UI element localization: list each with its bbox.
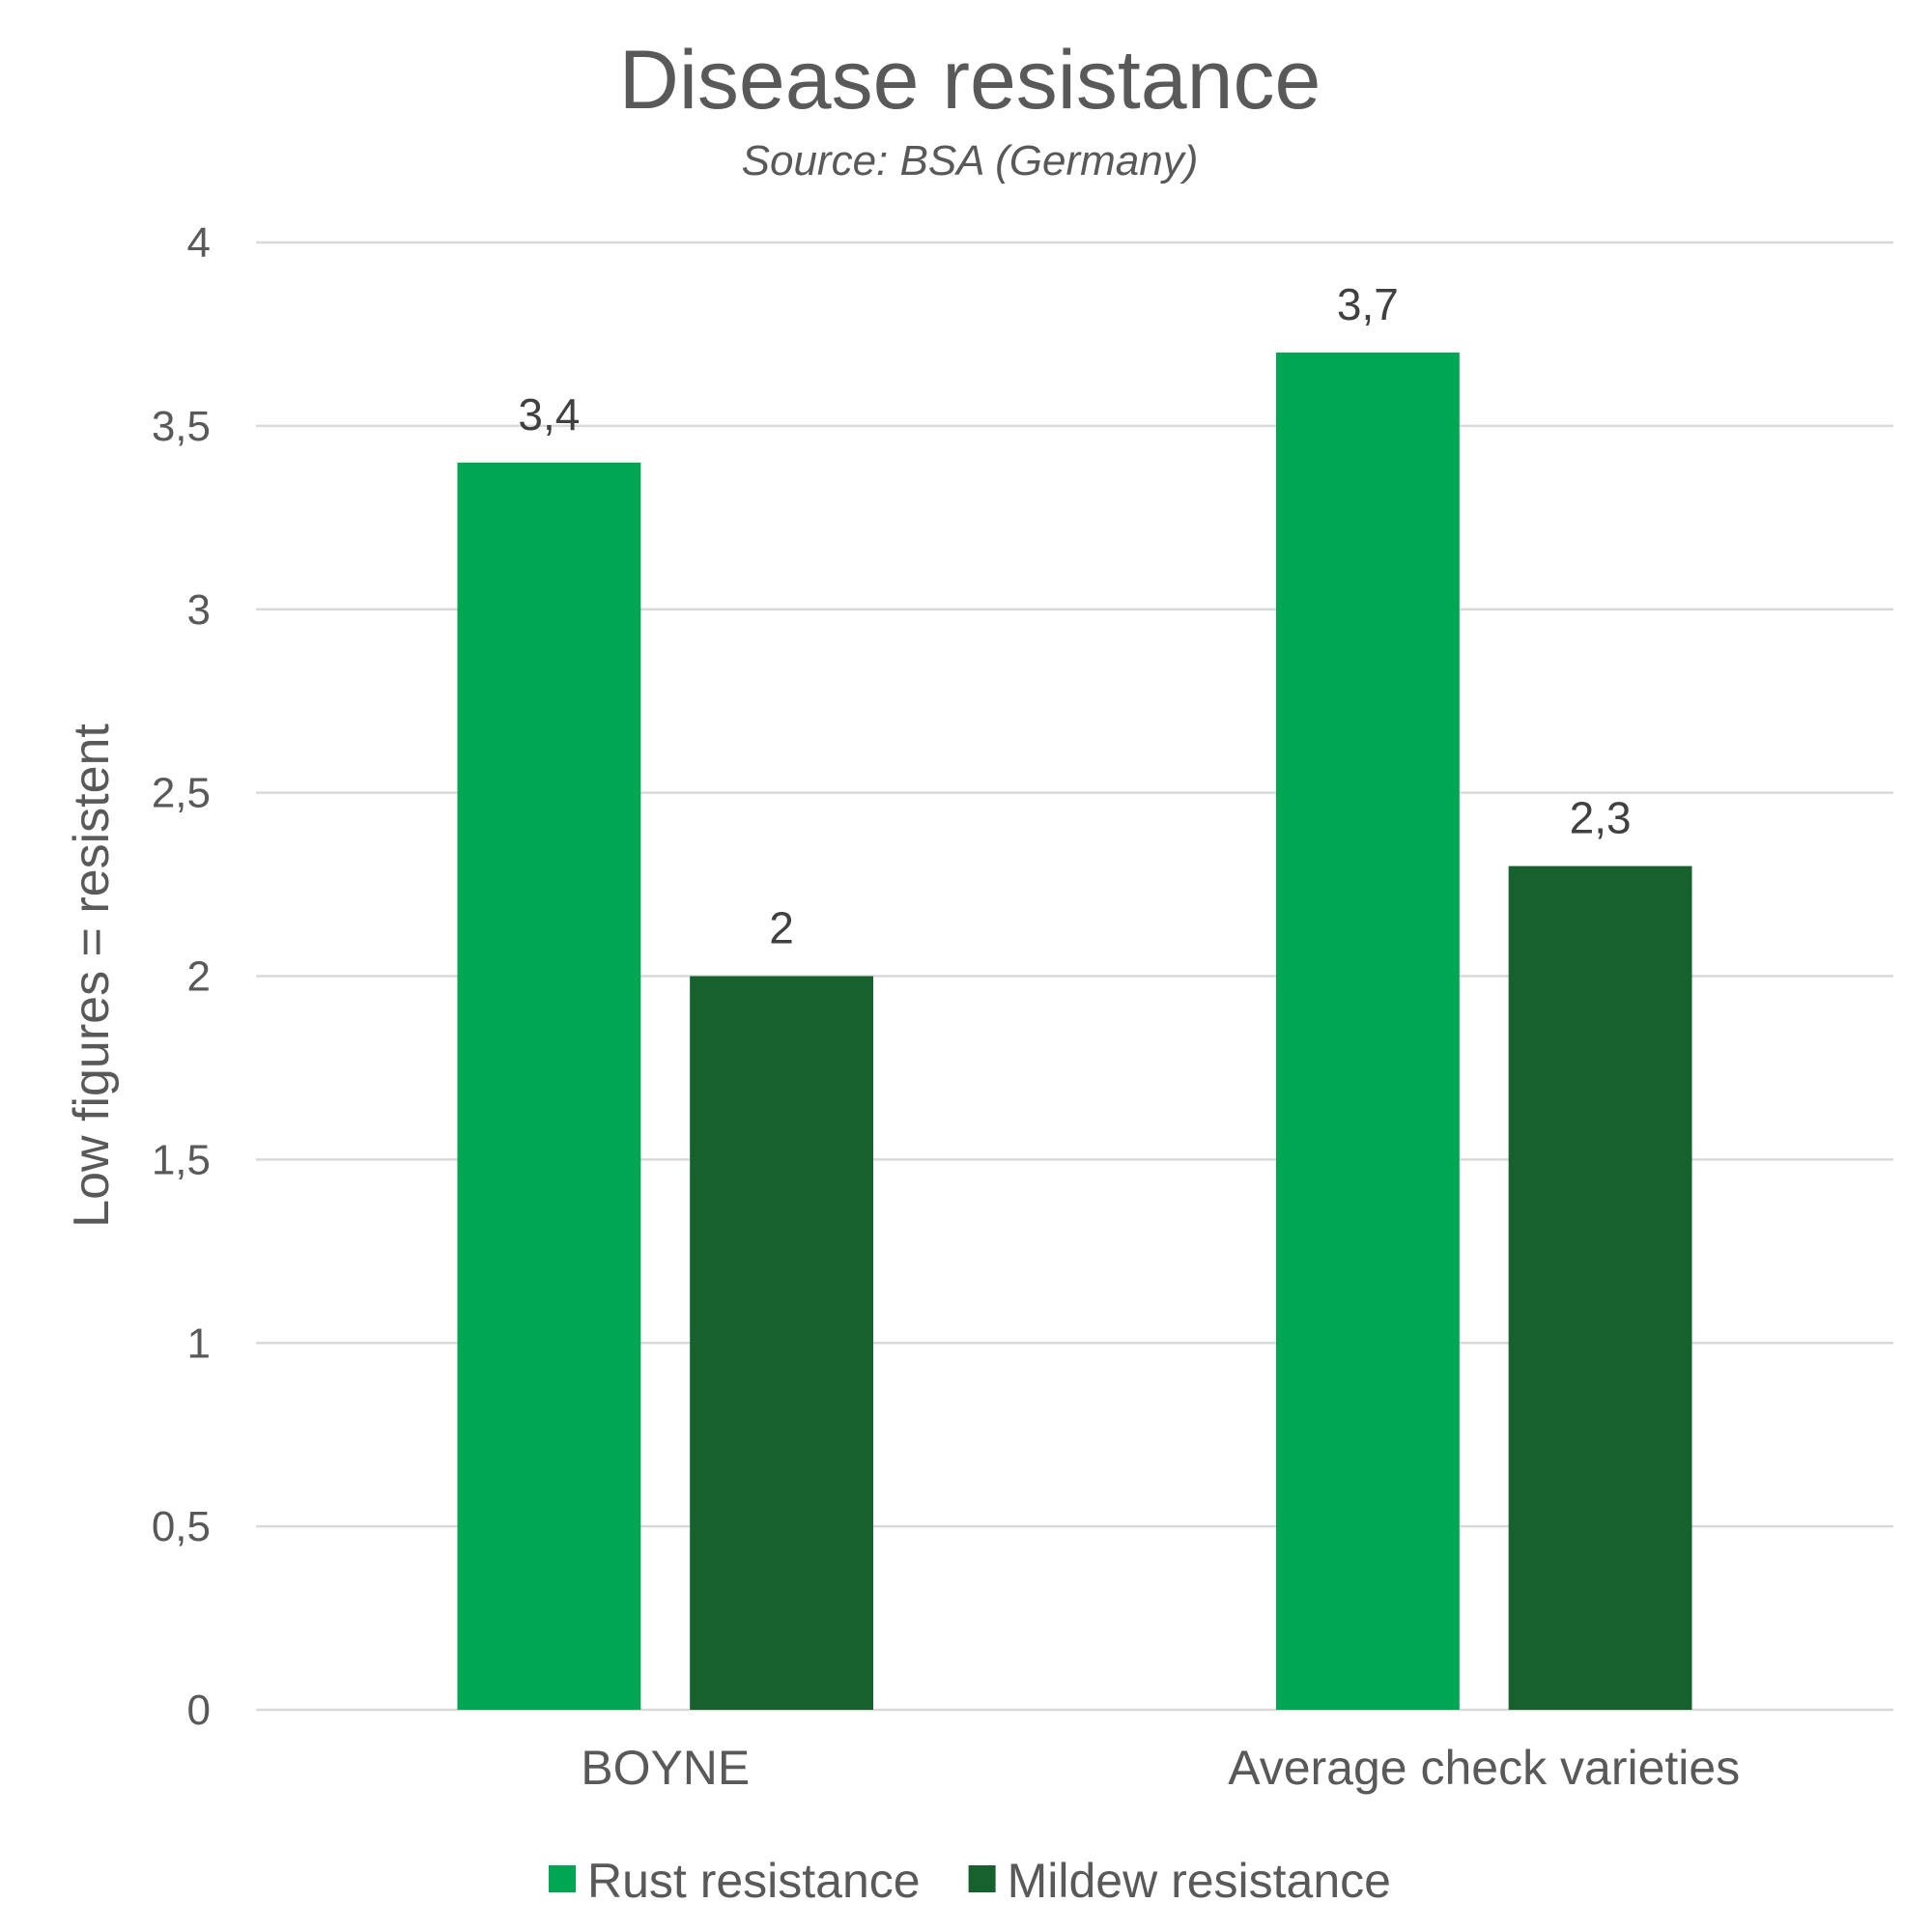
y-tick-label: 2 [187,953,211,1001]
x-axis-categories: BOYNE Average check varieties [581,1741,1740,1795]
legend-item: Mildew resistance [968,1854,1391,1908]
data-label: 2,3 [1570,793,1632,843]
y-axis-ticks: 0 0,5 1 1,5 2 2,5 3 3,5 4 [152,219,211,1734]
legend-label: Mildew resistance [1008,1854,1391,1908]
y-tick-label: 2,5 [152,770,211,817]
chart-title: Disease resistance [619,34,1321,127]
bars [457,352,1692,1711]
chart-subtitle: Source: BSA (Germany) [742,137,1199,185]
data-labels: 3,4 2 3,7 2,3 [518,279,1631,953]
bar [457,462,641,1711]
x-category-label: BOYNE [581,1741,750,1795]
data-label: 2 [769,903,794,953]
y-tick-label: 3 [187,586,211,634]
data-label: 3,4 [518,389,580,440]
y-tick-label: 1,5 [152,1136,211,1183]
y-tick-label: 0,5 [152,1503,211,1550]
y-axis-label: Low figures = resistent [64,724,120,1228]
legend-swatch [968,1865,996,1892]
bar [1275,352,1460,1710]
legend: Rust resistance Mildew resistance [549,1854,1391,1908]
y-tick-label: 0 [187,1687,211,1734]
bar [1508,866,1692,1710]
data-label: 3,7 [1337,279,1399,329]
bar [690,976,874,1710]
legend-swatch [549,1865,577,1892]
y-tick-label: 3,5 [152,403,211,450]
y-tick-label: 1 [187,1320,211,1367]
x-category-label: Average check varieties [1228,1741,1740,1795]
y-tick-label: 4 [187,219,211,267]
legend-label: Rust resistance [587,1854,921,1908]
legend-item: Rust resistance [549,1854,921,1908]
